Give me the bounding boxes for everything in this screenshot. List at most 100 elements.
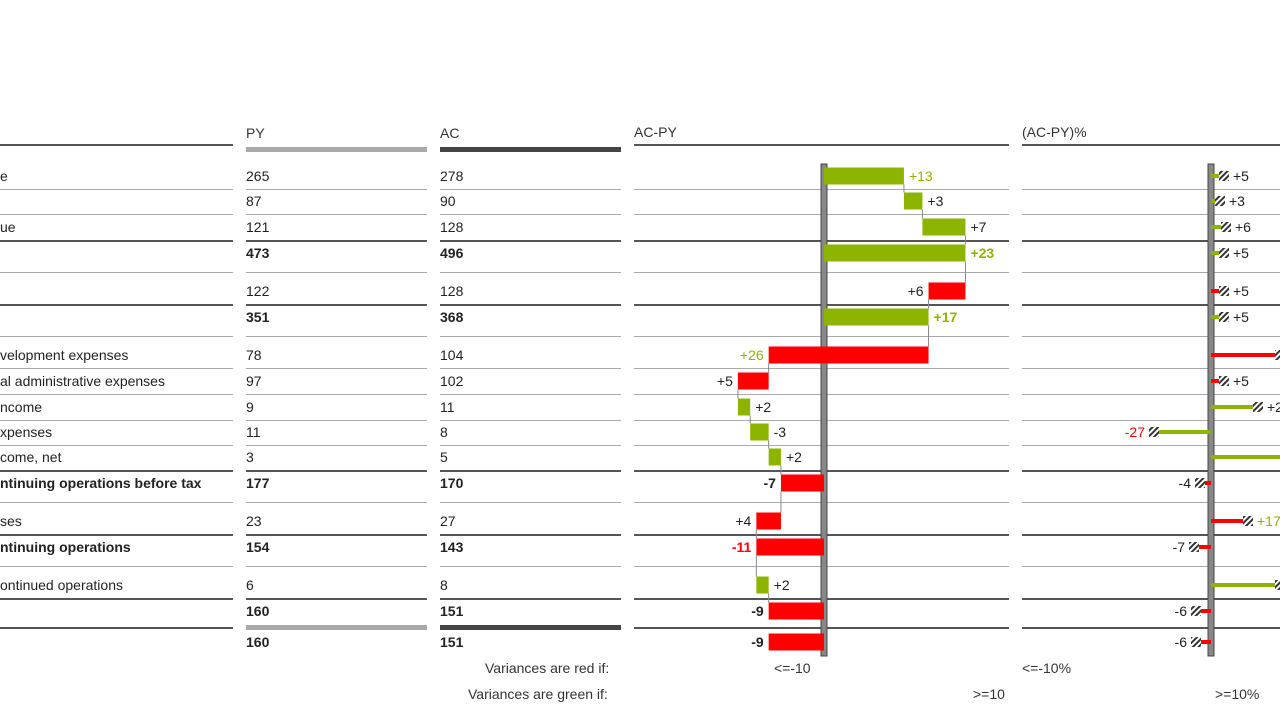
row-separator: [440, 336, 621, 337]
pct-pin: [1211, 199, 1217, 203]
delta-label: +2: [755, 399, 771, 415]
row-separator: [0, 598, 233, 600]
row-label: ntinuing operations before tax: [0, 475, 202, 491]
pct-label: -27: [1125, 424, 1145, 440]
row-ac-value: 5: [440, 449, 448, 465]
row-label: e: [0, 168, 8, 184]
row-ac-value: 8: [440, 424, 448, 440]
row-py-value: 160: [246, 603, 270, 619]
row-separator: [0, 240, 233, 242]
pct-pin-head: [1219, 171, 1229, 181]
delta-label: +2: [786, 449, 802, 465]
row-separator: [440, 566, 621, 567]
pct-pin: [1211, 315, 1221, 319]
row-separator: [1022, 627, 1280, 629]
delta-label: +13: [909, 168, 933, 184]
row-ac-value: 102: [440, 373, 464, 389]
row-separator: [0, 420, 233, 421]
py-header-bar: [246, 147, 427, 152]
row-separator: [246, 502, 427, 503]
row-py-value: 87: [246, 193, 262, 209]
threshold-red-abs: <=-10: [774, 660, 811, 676]
row-separator: [246, 240, 427, 242]
row-ac-value: 368: [440, 309, 464, 325]
pct-pin-head: [1243, 516, 1253, 526]
delta-header-underline: [634, 144, 1009, 146]
pct-pin: [1211, 251, 1221, 255]
row-separator: [246, 304, 427, 306]
delta-label: +17: [934, 309, 958, 325]
footer-green-label: Variances are green if:: [468, 686, 608, 702]
row-py-value: 177: [246, 475, 270, 491]
pct-pin-head: [1195, 478, 1205, 488]
row-ac-value: 170: [440, 475, 464, 491]
row-ac-value: 11: [440, 399, 455, 415]
header-ac: AC: [440, 125, 460, 141]
row-separator: [1022, 272, 1280, 273]
delta-axis: [820, 163, 828, 657]
delta-bar: [768, 346, 929, 364]
pct-pin: [1203, 481, 1211, 485]
delta-label: -3: [774, 424, 787, 440]
row-separator: [440, 445, 621, 446]
row-py-value: 9: [246, 399, 254, 415]
row-separator: [246, 534, 427, 536]
delta-bar: [928, 282, 966, 300]
pct-label: +5: [1233, 245, 1249, 261]
delta-bar: [922, 218, 966, 236]
pct-pin: [1211, 289, 1221, 293]
threshold-red-pct: <=-10%: [1022, 660, 1072, 676]
row-py-value: 154: [246, 539, 270, 555]
row-label: ue: [0, 219, 16, 235]
row-ac-value: 128: [440, 283, 464, 299]
row-separator: [246, 368, 427, 369]
row-ac-value: 151: [440, 603, 464, 619]
delta-bar: [737, 372, 769, 390]
row-separator: [0, 304, 233, 306]
header-delta: AC-PY: [634, 124, 677, 140]
row-separator: [246, 566, 427, 567]
row-separator: [440, 598, 621, 600]
delta-bar: [824, 308, 929, 326]
row-ac-value: 496: [440, 245, 464, 261]
row-separator: [440, 534, 621, 536]
row-separator: [1022, 502, 1280, 503]
row-separator: [440, 189, 621, 190]
pct-pin: [1157, 430, 1211, 434]
row-separator: [1022, 336, 1280, 337]
row-label: ncome: [0, 399, 43, 415]
row-separator: [440, 214, 621, 215]
row-py-value: 265: [246, 168, 270, 184]
row-py-value: 160: [246, 634, 270, 650]
row-separator: [0, 189, 233, 190]
row-separator: [0, 470, 233, 472]
row-py-value: 3: [246, 449, 254, 465]
row-separator: [246, 598, 427, 600]
pct-pin-head: [1219, 286, 1229, 296]
pct-pin-head: [1215, 196, 1225, 206]
pct-label: -6: [1175, 603, 1188, 619]
row-separator: [440, 272, 621, 273]
pct-pin-head: [1221, 222, 1231, 232]
row-separator: [440, 304, 621, 306]
pct-pin: [1211, 405, 1255, 409]
delta-bar: [824, 167, 904, 185]
pct-label: +5: [1233, 309, 1249, 325]
row-separator: [1022, 598, 1280, 600]
row-py-value: 23: [246, 513, 262, 529]
delta-label: +7: [970, 219, 986, 235]
threshold-green-abs: >=10: [973, 686, 1005, 702]
pct-pin-head: [1191, 606, 1201, 616]
pct-pin: [1199, 609, 1211, 613]
row-separator: [440, 368, 621, 369]
row-ac-value: 128: [440, 219, 464, 235]
row-separator: [0, 534, 233, 536]
ac-header-bar: [440, 147, 621, 152]
row-label: xpenses: [0, 424, 53, 440]
delta-label: +5: [717, 373, 733, 389]
threshold-green-pct: >=10%: [1215, 686, 1260, 702]
delta-label: -9: [751, 603, 764, 619]
row-separator: [1022, 214, 1280, 215]
row-separator: [0, 445, 233, 446]
delta-label: -11: [732, 539, 752, 555]
